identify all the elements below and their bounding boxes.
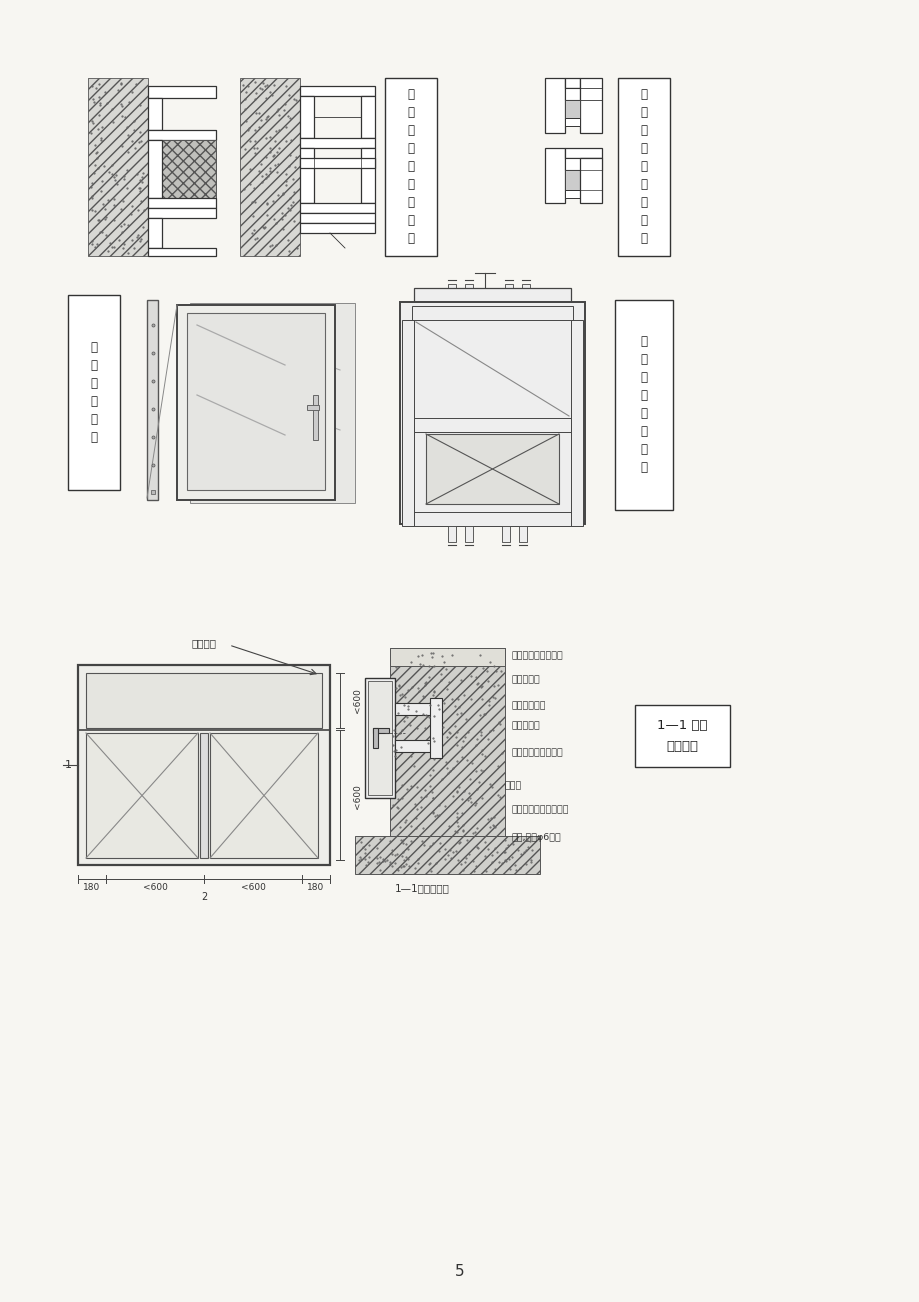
Bar [300,96,313,138]
Text: <600: <600 [240,884,266,892]
Bar [384,78,437,256]
Bar [300,214,375,223]
Bar [68,296,119,490]
Bar [448,284,456,303]
Bar [544,78,564,133]
Bar [505,284,513,303]
Bar [307,405,319,410]
Bar [88,78,148,256]
Bar [402,320,414,526]
Bar [412,306,573,320]
Text: 2: 2 [200,892,207,902]
Bar [300,158,375,168]
Bar [618,78,669,256]
Bar [564,171,579,190]
Bar [187,312,324,490]
Bar [148,217,162,247]
Bar [544,148,564,203]
Text: 鐵角位置: 鐵角位置 [191,638,216,648]
Bar [571,320,583,526]
Bar [394,703,435,715]
Bar [190,303,355,503]
Bar [85,733,198,858]
Bar [148,141,162,198]
Bar [634,704,729,767]
Text: <600: <600 [353,785,362,810]
Bar [429,698,441,758]
Text: 1—1框与墙连接: 1—1框与墙连接 [394,883,449,893]
Bar [464,526,472,542]
Text: 玻
璃
与
窗
扇
槽
的
密
封: 玻 璃 与 窗 扇 槽 的 密 封 [640,89,647,246]
Bar [162,141,216,198]
Bar [414,288,571,302]
Bar [368,681,391,796]
Bar [394,740,435,753]
Bar [78,665,330,865]
Text: 嵌豆石混凝土: 嵌豆石混凝土 [512,702,546,711]
Bar [564,118,579,126]
Bar [360,96,375,138]
Bar [148,130,216,141]
Bar [85,673,322,728]
Text: 上
亮
与
窗
框
的
连
接: 上 亮 与 窗 框 的 连 接 [640,336,647,474]
Bar [425,434,559,504]
Bar [564,158,601,171]
Bar [240,78,300,256]
Text: 面砖或抄灰: 面砖或抄灰 [512,676,540,685]
Bar [448,526,456,542]
Bar [614,299,673,510]
Bar [148,208,216,217]
Text: 嵌缝剂: 嵌缝剂 [505,781,522,790]
Bar [564,148,601,158]
Bar [579,158,601,203]
Bar [372,728,378,749]
Bar [579,78,601,133]
Bar [148,198,216,208]
Bar [390,648,505,836]
Bar [300,86,375,96]
Bar [564,78,579,89]
Bar [148,86,216,98]
Text: 铝合金窗框: 铝合金窗框 [512,721,540,730]
Text: 砖或钓筋混凝土外墙: 砖或钓筋混凝土外墙 [512,651,563,660]
Bar [300,223,375,233]
Text: 1: 1 [64,760,72,769]
Text: <600: <600 [142,884,167,892]
Text: 防腐处理的连接鐵脚: 防腐处理的连接鐵脚 [512,749,563,758]
Bar [147,299,158,500]
Bar [564,89,579,100]
Bar [148,98,162,130]
Text: 180: 180 [307,884,324,892]
Bar [502,526,509,542]
Text: 打孔,预埋φ6钓筋: 打孔,预埋φ6钓筋 [512,833,562,842]
Bar [300,138,375,148]
Bar [400,302,584,523]
Bar [176,305,335,500]
Text: 5: 5 [455,1264,464,1280]
Bar [564,190,579,198]
Bar [300,203,375,214]
Bar [564,100,579,118]
Bar [148,247,216,256]
Bar [199,733,208,858]
Text: <600: <600 [353,689,362,713]
Bar [360,148,375,203]
Bar [312,395,318,440]
Text: 安
装
窗
扇
玻
璃: 安 装 窗 扇 玻 璃 [90,341,97,444]
Bar [300,148,313,203]
Bar [372,728,389,733]
Bar [412,512,573,526]
Bar [210,733,318,858]
Bar [518,526,527,542]
Text: 窗
框
与
墙
的
连
接
安
装: 窗 框 与 墙 的 连 接 安 装 [407,89,414,246]
Text: 1—1 框与
墙的连接: 1—1 框与 墙的连接 [656,719,707,753]
Bar [414,418,571,432]
Bar [464,284,472,303]
Bar [390,648,505,667]
Bar [355,836,539,874]
Bar [365,678,394,798]
Text: 180: 180 [84,884,100,892]
Text: 鐵脚与预埋钉钓筋焊接: 鐵脚与预埋钉钓筋焊接 [512,806,569,815]
Bar [521,284,529,303]
